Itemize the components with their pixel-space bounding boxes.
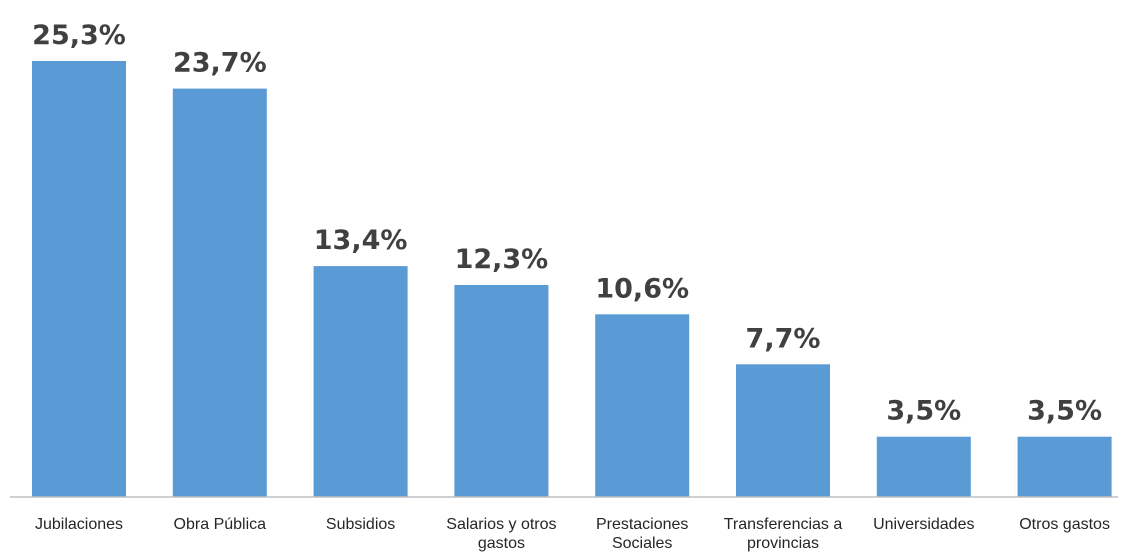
category-label-5-line-1: provincias bbox=[747, 535, 819, 552]
category-labels-group: Jubilaciones Obra Pública Subsidios Salario… bbox=[35, 516, 1110, 552]
value-labels-group: 25,3% 23,7% 13,4% 12,3% 10,6% 7,7% 3,5% 3,5% bbox=[32, 20, 1102, 427]
bar-3 bbox=[454, 285, 549, 497]
value-label-0: 25,3% bbox=[32, 20, 126, 51]
value-label-1: 23,7% bbox=[173, 48, 267, 79]
value-label-7: 3,5% bbox=[1027, 396, 1102, 427]
value-label-3: 12,3% bbox=[455, 244, 549, 275]
category-label-0: Jubilaciones bbox=[35, 516, 123, 533]
category-label-4-line-1: Sociales bbox=[612, 535, 672, 552]
value-label-4: 10,6% bbox=[595, 273, 689, 304]
category-label-2: Subsidios bbox=[326, 516, 395, 533]
value-label-6: 3,5% bbox=[886, 396, 961, 427]
bar-5 bbox=[736, 364, 830, 497]
bar-4 bbox=[595, 314, 690, 497]
bar-7 bbox=[1017, 436, 1112, 497]
bar-6 bbox=[876, 436, 971, 497]
category-label-3-line-0: Salarios y otros bbox=[446, 516, 556, 533]
bars-group bbox=[32, 61, 1112, 497]
value-label-5: 7,7% bbox=[746, 323, 821, 354]
category-label-3-line-1: gastos bbox=[478, 535, 525, 552]
bar-0 bbox=[32, 61, 126, 497]
bar-1 bbox=[172, 88, 267, 497]
category-label-7: Otros gastos bbox=[1019, 516, 1110, 533]
category-label-5-line-0: Transferencias a bbox=[724, 516, 843, 533]
value-label-2: 13,4% bbox=[314, 225, 408, 256]
category-label-4-line-0: Prestaciones bbox=[596, 516, 689, 533]
category-label-1: Obra Pública bbox=[174, 516, 267, 533]
bar-2 bbox=[313, 266, 408, 497]
category-label-6: Universidades bbox=[873, 516, 974, 533]
